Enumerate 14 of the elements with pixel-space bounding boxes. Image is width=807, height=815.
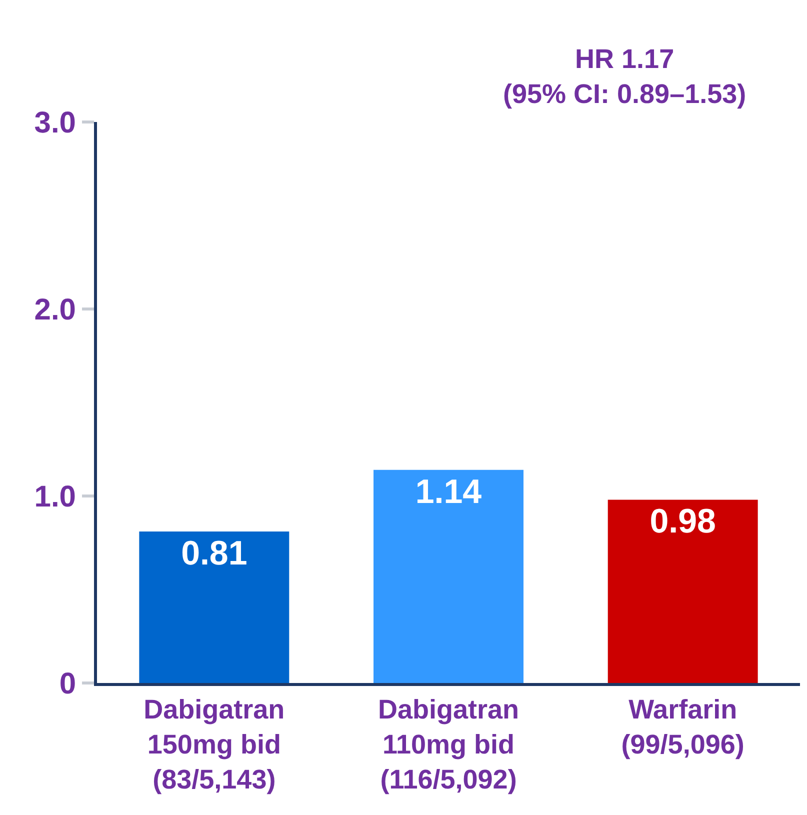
y-tick-label: 2.0	[34, 294, 76, 326]
data-label: 0.98	[650, 502, 716, 541]
text: HR 1.17 (95% CI: 0.89–1.53)	[503, 44, 746, 110]
x-tick-label: Warfarin (99/5,096)	[621, 694, 744, 760]
bar	[608, 500, 758, 683]
y-tick-label: 0	[59, 668, 76, 700]
y-tick-label: 3.0	[34, 106, 76, 140]
y-tick-label: 1.0	[34, 480, 76, 514]
bar	[374, 470, 524, 683]
x-tick-label: Dabigatran 150mg bid (83/5,143)	[144, 694, 285, 795]
data-label: 0.81	[181, 534, 248, 573]
data-label: 1.14	[415, 472, 482, 511]
bar	[139, 532, 290, 683]
x-tick-label: Dabigatran 110mg bid (116/5,092)	[378, 694, 520, 795]
